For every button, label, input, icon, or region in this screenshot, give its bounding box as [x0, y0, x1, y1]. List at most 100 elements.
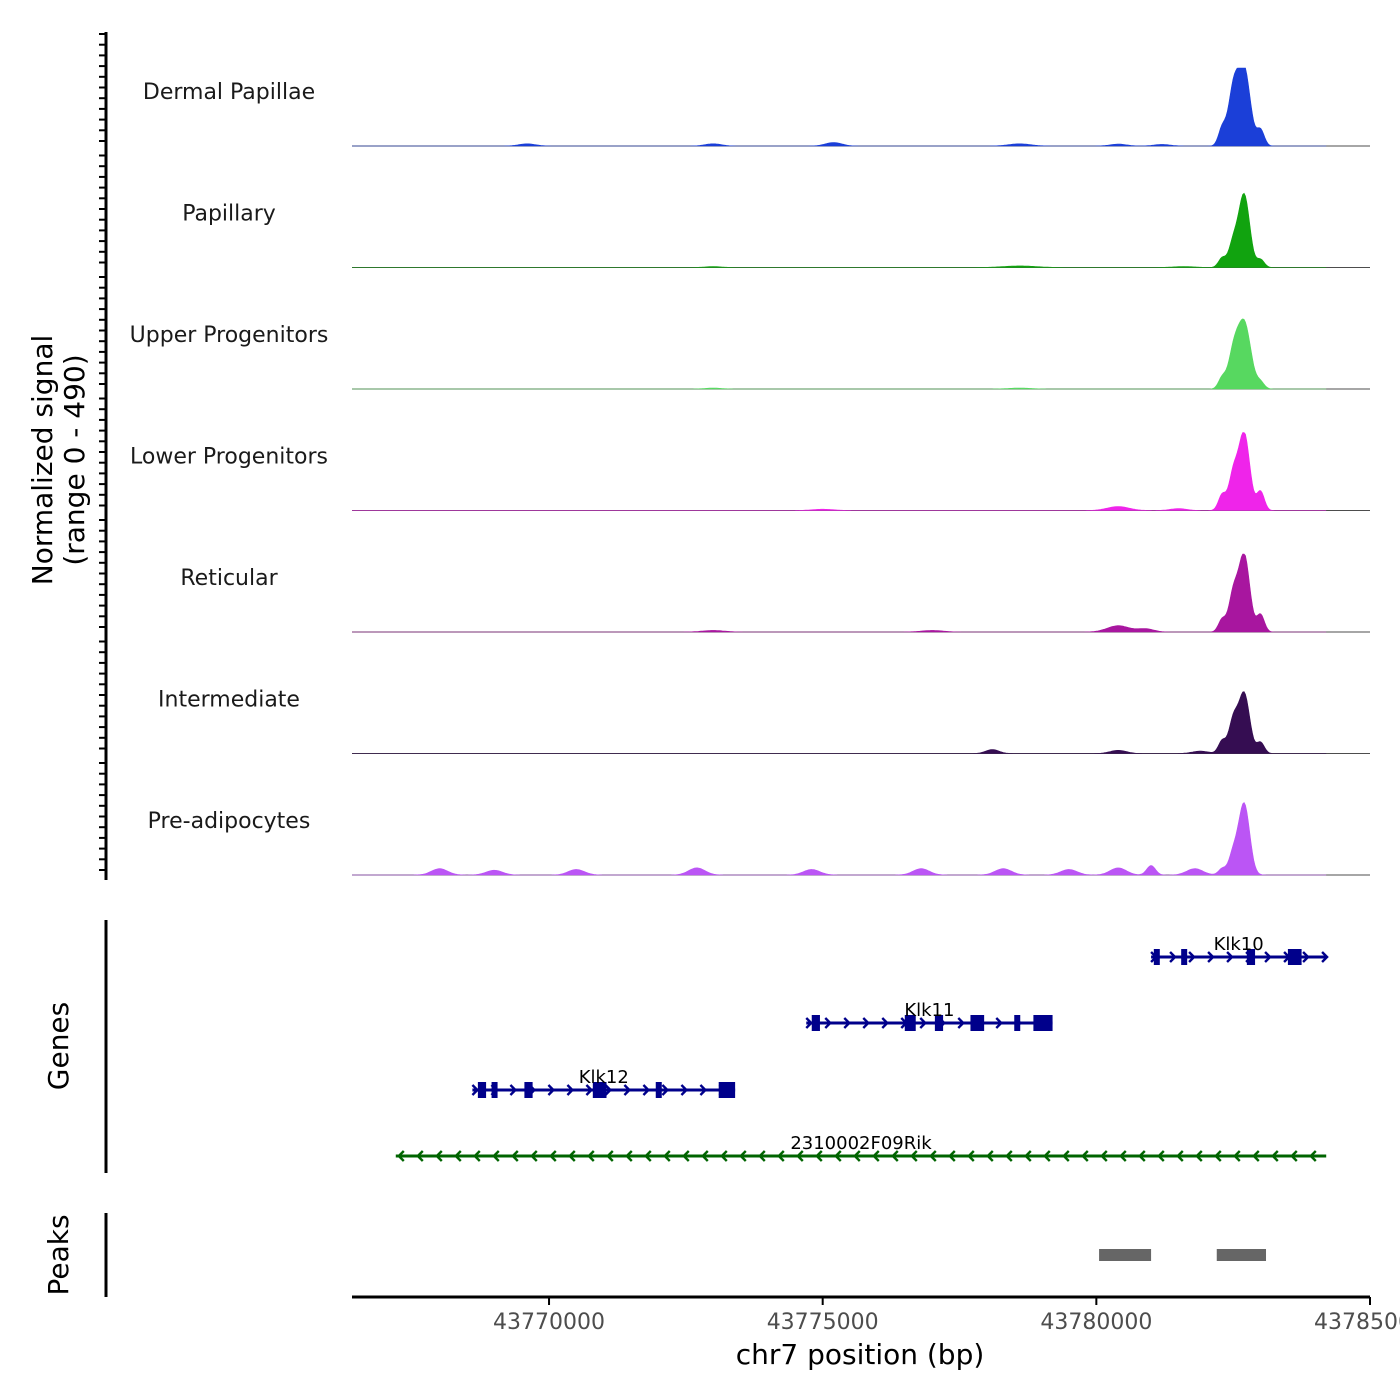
strand-arrow — [1207, 951, 1215, 963]
strand-arrow — [644, 1150, 652, 1162]
strand-arrow — [1188, 951, 1196, 963]
strand-arrow — [1176, 1150, 1184, 1162]
strand-arrow — [547, 1084, 556, 1096]
strand-arrow — [1138, 1150, 1146, 1162]
strand-arrow — [530, 1150, 538, 1162]
strand-arrow — [416, 1150, 424, 1162]
gene-label: Klk11 — [904, 1000, 954, 1021]
track-label: Reticular — [180, 566, 278, 591]
coverage-tracks: Dermal Papillae Papillary Upper Progenitor… — [130, 67, 1370, 876]
coverage-area — [352, 67, 1327, 147]
strand-arrow — [1309, 1150, 1317, 1162]
strand-arrow — [1024, 1150, 1032, 1162]
exon-block — [1033, 1015, 1053, 1031]
x-axis-title: chr7 position (bp) — [736, 1338, 985, 1371]
peak-region — [1099, 1249, 1152, 1261]
strand-arrow — [642, 1084, 651, 1096]
strand-arrow — [699, 1084, 708, 1096]
strand-arrow — [929, 1150, 937, 1162]
exon-block — [1287, 949, 1302, 965]
strand-arrow — [1195, 1150, 1203, 1162]
exon-block — [718, 1082, 736, 1098]
coverage-area — [352, 432, 1327, 511]
exon-block — [811, 1015, 820, 1031]
strand-arrow — [758, 1150, 766, 1162]
strand-arrow — [1100, 1150, 1108, 1162]
track-label: Upper Progenitors — [130, 323, 329, 348]
strand-arrow — [957, 1017, 965, 1029]
strand-arrow — [471, 1084, 480, 1096]
exon-block — [477, 1082, 487, 1098]
x-tick-label: 43780000 — [1040, 1310, 1152, 1335]
exon-block — [1014, 1015, 1021, 1031]
strand-arrow — [623, 1084, 632, 1096]
gene-label: 2310002F09Rik — [790, 1133, 932, 1154]
strand-arrow — [919, 1017, 927, 1029]
strand-arrow — [435, 1150, 443, 1162]
x-tick-label: 43770000 — [493, 1310, 605, 1335]
x-tick-label: 43775000 — [767, 1310, 879, 1335]
strand-arrow — [1271, 1150, 1279, 1162]
strand-arrow — [1302, 951, 1310, 963]
strand-arrow — [967, 1150, 975, 1162]
strand-arrow — [1005, 1150, 1013, 1162]
strand-arrow — [1226, 951, 1234, 963]
coverage-y-ticks — [99, 33, 106, 871]
gene-model: Klk10 — [1150, 934, 1329, 965]
strand-arrow — [891, 1150, 899, 1162]
strand-arrow — [1157, 1150, 1165, 1162]
strand-arrow — [1321, 951, 1329, 963]
x-axis-ticks: 43770000 43775000 43780000 43785000 — [493, 1297, 1400, 1335]
strand-arrow — [566, 1084, 575, 1096]
exon-block — [655, 1082, 662, 1098]
coverage-area — [352, 691, 1327, 754]
strand-arrow — [604, 1084, 613, 1096]
strand-arrow — [701, 1150, 709, 1162]
strand-arrow — [1290, 1150, 1298, 1162]
strand-arrow — [881, 1017, 889, 1029]
strand-arrow — [1252, 1150, 1260, 1162]
strand-arrow — [473, 1150, 481, 1162]
strand-arrow — [585, 1084, 594, 1096]
coverage-area — [352, 802, 1327, 876]
gene-label: Klk12 — [579, 1067, 629, 1088]
y-axis-range: (range 0 - 490) — [58, 354, 91, 565]
strand-arrow — [511, 1150, 519, 1162]
track-label: Dermal Papillae — [143, 80, 315, 105]
strand-arrow — [625, 1150, 633, 1162]
coverage-area — [352, 318, 1327, 390]
exon-block — [934, 1015, 944, 1031]
strand-arrow — [872, 1150, 880, 1162]
coverage-y-axis-title: Normalized signal (range 0 - 490) — [26, 335, 91, 586]
gene-model: Klk12 — [471, 1067, 736, 1098]
strand-arrow — [834, 1150, 842, 1162]
strand-arrow — [606, 1150, 614, 1162]
peak-regions — [1099, 1249, 1267, 1261]
strand-arrow — [1062, 1150, 1070, 1162]
strand-arrow — [986, 1150, 994, 1162]
exon-block — [1246, 949, 1256, 965]
exon-block — [904, 1015, 916, 1031]
strand-arrow — [1119, 1150, 1127, 1162]
strand-arrow — [454, 1150, 462, 1162]
strand-arrow — [1233, 1150, 1241, 1162]
strand-arrow — [843, 1017, 851, 1029]
strand-arrow — [661, 1084, 670, 1096]
strand-arrow — [796, 1150, 804, 1162]
exon-block — [970, 1015, 985, 1031]
strand-arrow — [509, 1084, 518, 1096]
strand-arrow — [587, 1150, 595, 1162]
strand-arrow — [739, 1150, 747, 1162]
coverage-area — [352, 553, 1327, 633]
strand-arrow — [995, 1017, 1003, 1029]
strand-arrow — [1214, 1150, 1222, 1162]
strand-arrow — [853, 1150, 861, 1162]
exon-block — [592, 1082, 607, 1098]
strand-arrow — [824, 1017, 832, 1029]
exon-block — [1153, 949, 1160, 965]
track-label: Pre-adipocytes — [148, 809, 311, 834]
strand-arrow — [815, 1150, 823, 1162]
strand-arrow — [549, 1150, 557, 1162]
gene-model: 2310002F09Rik — [395, 1133, 1327, 1162]
